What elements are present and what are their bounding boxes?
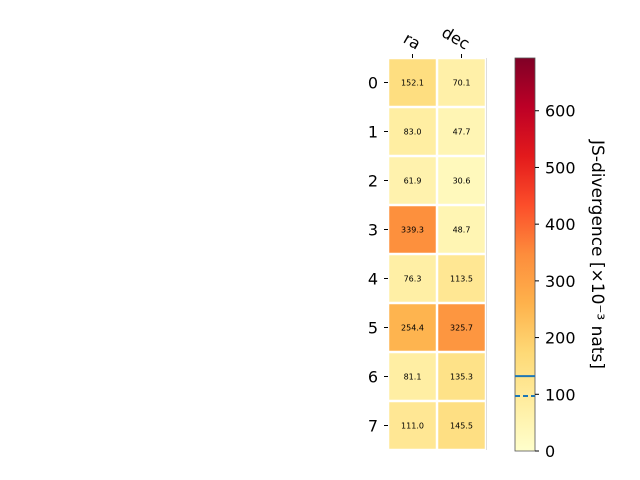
cell-value-label: 81.1 xyxy=(404,373,422,382)
cell-value-label: 70.1 xyxy=(453,79,471,88)
cell-value-label: 325.7 xyxy=(450,324,473,333)
heatmap-grid: ra dec 0 152.1 70.1 1 83.0 47.7 2 61.9 30.6 3 339.3 4… xyxy=(368,23,487,450)
row-label-7: 7 xyxy=(368,417,378,436)
row-label-5: 5 xyxy=(368,319,378,338)
heatmap-cell-1-dec xyxy=(438,108,485,155)
heatmap-cell-6-dec xyxy=(438,353,485,400)
colorbar-tick-label: 100 xyxy=(545,385,576,404)
row-label-1: 1 xyxy=(368,123,378,142)
cell-value-label: 113.5 xyxy=(450,275,473,284)
heatmap-cell-7-dec xyxy=(438,402,485,449)
cell-value-label: 48.7 xyxy=(453,226,471,235)
heatmap-cell-1-ra xyxy=(389,108,436,155)
cell-value-label: 30.6 xyxy=(453,177,471,186)
col-label-dec: dec xyxy=(439,23,473,54)
heatmap-cell-2-dec xyxy=(438,157,485,204)
heatmap-cell-4-ra xyxy=(389,255,436,302)
heatmap-cell-3-ra xyxy=(389,206,436,253)
heatmap-cell-7-ra xyxy=(389,402,436,449)
cell-value-label: 83.0 xyxy=(404,128,422,137)
heatmap-cell-6-ra xyxy=(389,353,436,400)
cell-value-label: 135.3 xyxy=(450,373,473,382)
heatmap-cell-3-dec xyxy=(438,206,485,253)
heatmap-cell-4-dec xyxy=(438,255,485,302)
cell-value-label: 61.9 xyxy=(404,177,422,186)
row-label-3: 3 xyxy=(368,221,378,240)
cell-value-label: 152.1 xyxy=(401,79,424,88)
colorbar-tick-label: 300 xyxy=(545,272,576,291)
cell-value-label: 145.5 xyxy=(450,422,473,431)
row-label-2: 2 xyxy=(368,172,378,191)
col-label-ra: ra xyxy=(400,29,424,54)
cell-value-label: 111.0 xyxy=(401,422,424,431)
row-label-4: 4 xyxy=(368,270,378,289)
row-label-6: 6 xyxy=(368,368,378,387)
colorbar-tick-label: 200 xyxy=(545,329,576,348)
colorbar-tick-label: 600 xyxy=(545,102,576,121)
colorbar: 0 100 200 300 400 500 600 JS-divergence [×10⁻³ … xyxy=(514,57,607,461)
colorbar-tick-label: 400 xyxy=(545,215,576,234)
colorbar-label: JS-divergence [×10⁻³ nats] xyxy=(587,139,607,369)
cell-value-label: 339.3 xyxy=(401,226,424,235)
heatmap-cell-0-ra xyxy=(389,59,436,106)
cell-value-label: 76.3 xyxy=(404,275,422,284)
cell-value-label: 254.4 xyxy=(401,324,424,333)
row-label-0: 0 xyxy=(368,74,378,93)
colorbar-frame xyxy=(514,57,536,452)
cell-value-label: 47.7 xyxy=(453,128,471,137)
colorbar-gradient xyxy=(515,58,535,451)
heatmap-cell-0-dec xyxy=(438,59,485,106)
colorbar-tick-label: 500 xyxy=(545,158,576,177)
colorbar-tick-label: 0 xyxy=(545,442,555,461)
heatmap-cell-5-dec xyxy=(438,304,485,351)
heatmap-cell-5-ra xyxy=(389,304,436,351)
heatmap-cell-2-ra xyxy=(389,157,436,204)
